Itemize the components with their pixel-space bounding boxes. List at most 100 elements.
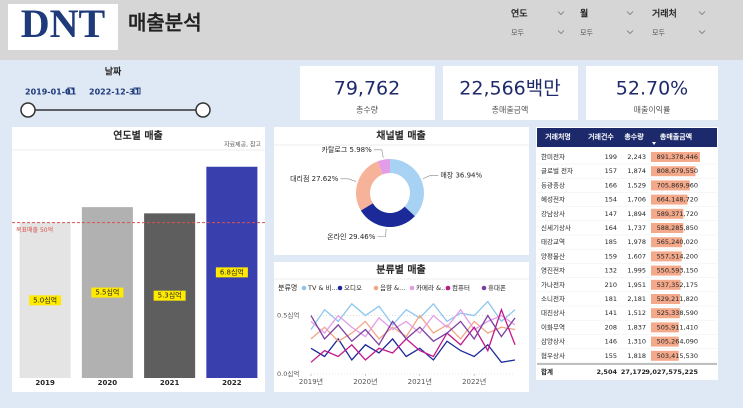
filter-chevron[interactable] — [698, 30, 706, 35]
value-label: 5.3십억 — [158, 291, 182, 300]
table-cell: 이화무역 — [541, 322, 565, 331]
legend-marker[interactable] — [337, 285, 343, 291]
table-header: 거래처명 — [545, 132, 571, 141]
slice-label: 대리점 27.62% — [290, 174, 339, 183]
table-cell: 525,338,590 — [657, 309, 698, 317]
table-cell: 1,951 — [627, 281, 646, 289]
slider-handle[interactable] — [195, 102, 211, 118]
filter-label: 거래처 — [652, 8, 677, 20]
data-bar — [651, 336, 679, 347]
table-cell: 588,285,850 — [657, 224, 698, 232]
legend-marker[interactable] — [373, 285, 379, 291]
calendar-icon[interactable] — [133, 87, 141, 95]
table-total: 2,504 — [596, 368, 617, 376]
series-line — [310, 337, 516, 364]
series-line — [310, 300, 516, 330]
series-line — [310, 307, 516, 363]
legend-marker[interactable] — [409, 285, 415, 291]
legend-marker[interactable] — [445, 285, 451, 291]
slice-category: 대리점 — [290, 174, 309, 183]
table-cell: 소니전자 — [541, 294, 565, 303]
table-cell: 1,737 — [627, 224, 646, 232]
table-cell: 동광흥상 — [541, 180, 565, 189]
legend-marker[interactable] — [301, 285, 307, 291]
series-line — [310, 308, 516, 338]
table-cell: 166 — [605, 181, 617, 189]
data-bar — [651, 237, 683, 248]
slider-handle[interactable] — [20, 102, 36, 118]
filter-chevron[interactable] — [626, 11, 634, 16]
table-cell: 한미전자 — [541, 152, 565, 161]
table-cell: 1,874 — [627, 167, 646, 175]
legend-marker[interactable] — [481, 285, 487, 291]
legend-label: TV & 비... — [307, 283, 338, 292]
filter-chevron[interactable] — [557, 30, 565, 35]
chart-title: 분류별 매출 — [376, 263, 425, 276]
table-total: 9,027,575,225 — [645, 368, 698, 376]
table-cell: 147 — [605, 210, 617, 218]
slice-value: 5.98% — [350, 146, 373, 154]
table-cell: 강남상사 — [541, 209, 565, 218]
value-label: 6.8십억 — [220, 267, 244, 276]
table-cell: 808,679,550 — [657, 167, 698, 175]
table-cell: 대진상사 — [541, 308, 565, 317]
table-cell: 글로벌 전자 — [541, 166, 573, 175]
legend-label: 오디오 — [344, 283, 362, 292]
table-cell: 1,607 — [627, 252, 646, 260]
leader-line — [377, 228, 387, 238]
table-cell: 891,378,446 — [657, 153, 698, 161]
slicer-start: 2019-01-01 — [25, 88, 77, 97]
kpi-label: 총수량 — [356, 105, 379, 115]
table-header: 거래건수 — [588, 132, 614, 141]
filter-chevron[interactable] — [626, 30, 634, 35]
table-cell: 185 — [605, 238, 617, 246]
table-cell: 양평물산 — [541, 251, 565, 260]
table-cell: 1,706 — [627, 196, 646, 204]
value-label-bg — [29, 295, 62, 306]
chart-note: 자료제공, 참고 — [224, 141, 261, 149]
filter-label: 월 — [580, 8, 588, 20]
legend-label: 카메라 &... — [416, 283, 447, 292]
kpi-label: 매출이익률 — [634, 105, 671, 115]
sort-indicator[interactable] — [652, 142, 656, 145]
table-cell: 가나전자 — [541, 280, 565, 289]
x-tick-label: 2019 — [35, 379, 55, 387]
table-cell: 146 — [605, 338, 617, 346]
table-cell: 1,978 — [627, 238, 646, 246]
x-tick-label: 2019년 — [299, 377, 323, 386]
kpi-card — [586, 66, 718, 120]
table-cell: 132 — [605, 267, 617, 275]
table-cell: 1,837 — [627, 323, 646, 331]
x-tick-label: 2020년 — [353, 377, 377, 386]
series-line — [310, 314, 516, 346]
table-cell: 협우상사 — [541, 351, 565, 360]
leader-line — [340, 178, 357, 182]
chart-title: 연도별 매출 — [113, 129, 162, 142]
table-cell: 529,211,820 — [657, 295, 698, 303]
leader-line — [422, 175, 439, 179]
table-cell: 141 — [605, 309, 617, 317]
slice-value: 27.62% — [312, 175, 339, 183]
table-cell: 1,818 — [627, 352, 646, 360]
slice-label: 온라인 29.46% — [327, 232, 376, 241]
filter-value: 모두 — [652, 29, 665, 37]
legend-label: 휴대폰 — [488, 284, 506, 292]
filter-chevron[interactable] — [698, 11, 706, 16]
kpi-value: 52.70% — [616, 78, 688, 100]
data-bar — [651, 208, 684, 219]
table-cell: 2,243 — [627, 153, 646, 161]
logo-box — [8, 4, 118, 50]
donut-card — [274, 127, 529, 255]
table-cell: 1,512 — [627, 309, 646, 317]
data-bar — [651, 294, 681, 304]
calendar-icon[interactable] — [67, 87, 75, 95]
filter-chevron[interactable] — [557, 11, 565, 16]
page-title: 매출분석 — [128, 11, 202, 35]
value-label-bg — [153, 290, 186, 301]
logo: DNT — [21, 1, 106, 46]
kpi-card — [443, 66, 578, 120]
table-cell: 1,995 — [627, 267, 646, 275]
y-tick-label: 0.0십억 — [277, 369, 299, 378]
line-card — [274, 262, 529, 392]
